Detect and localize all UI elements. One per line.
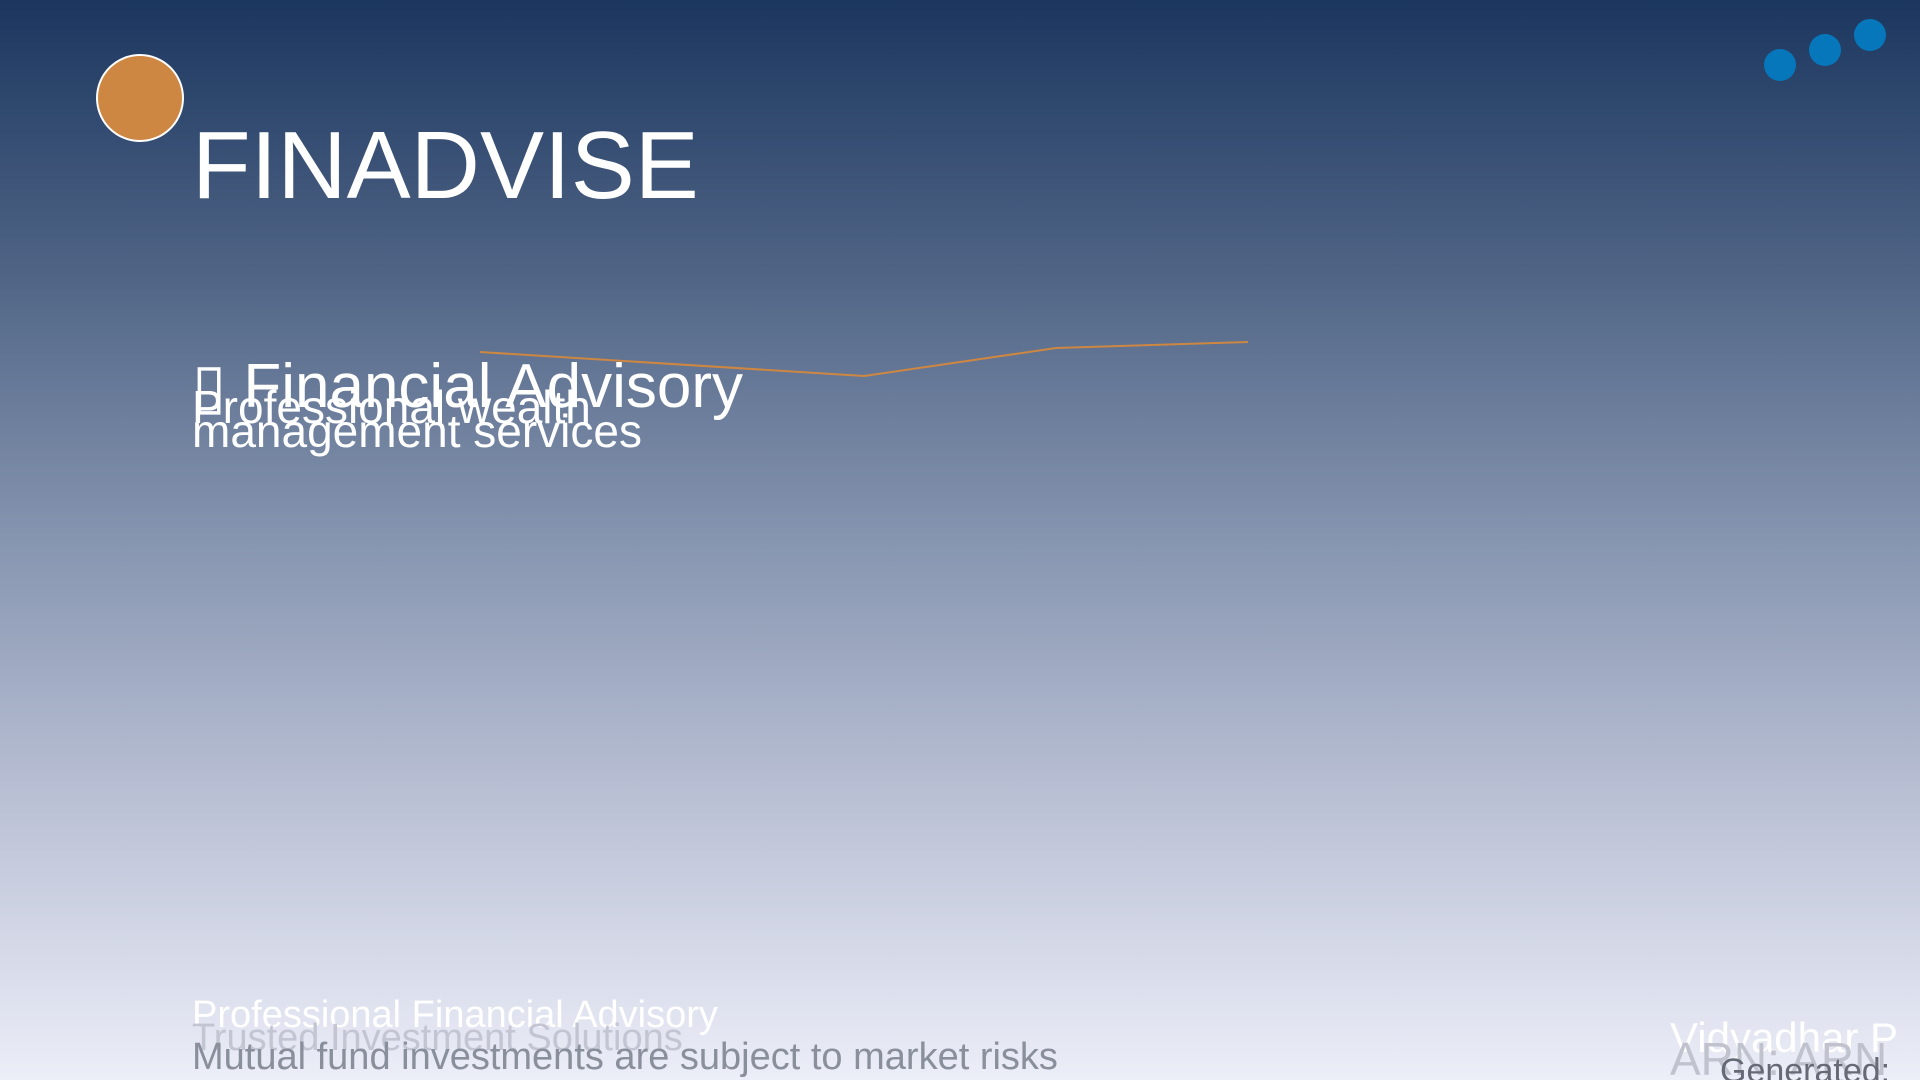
footer-disclaimer: Mutual fund investments are subject to m…: [192, 1036, 1058, 1078]
advisor-name: Vidyadhar P: [1670, 1014, 1899, 1061]
footer-subtitle: Trusted Investment Solutions: [192, 1017, 683, 1059]
generated-label: Generated:: [1720, 1052, 1891, 1080]
brand-title: FINADVISE: [192, 112, 699, 219]
decor-dot-icon: [1854, 19, 1886, 51]
decor-dot-icon: [1809, 34, 1841, 66]
advisor-arn: ARN: ARN: [1670, 1033, 1888, 1080]
service-title: ▯ Financial Advisory: [192, 352, 744, 421]
service-description: Professional wealth management services: [192, 381, 642, 457]
footer-tagline: Professional Financial Advisory: [192, 994, 718, 1036]
decor-dot-icon: [1764, 49, 1796, 81]
logo-circle-icon: [96, 54, 184, 142]
